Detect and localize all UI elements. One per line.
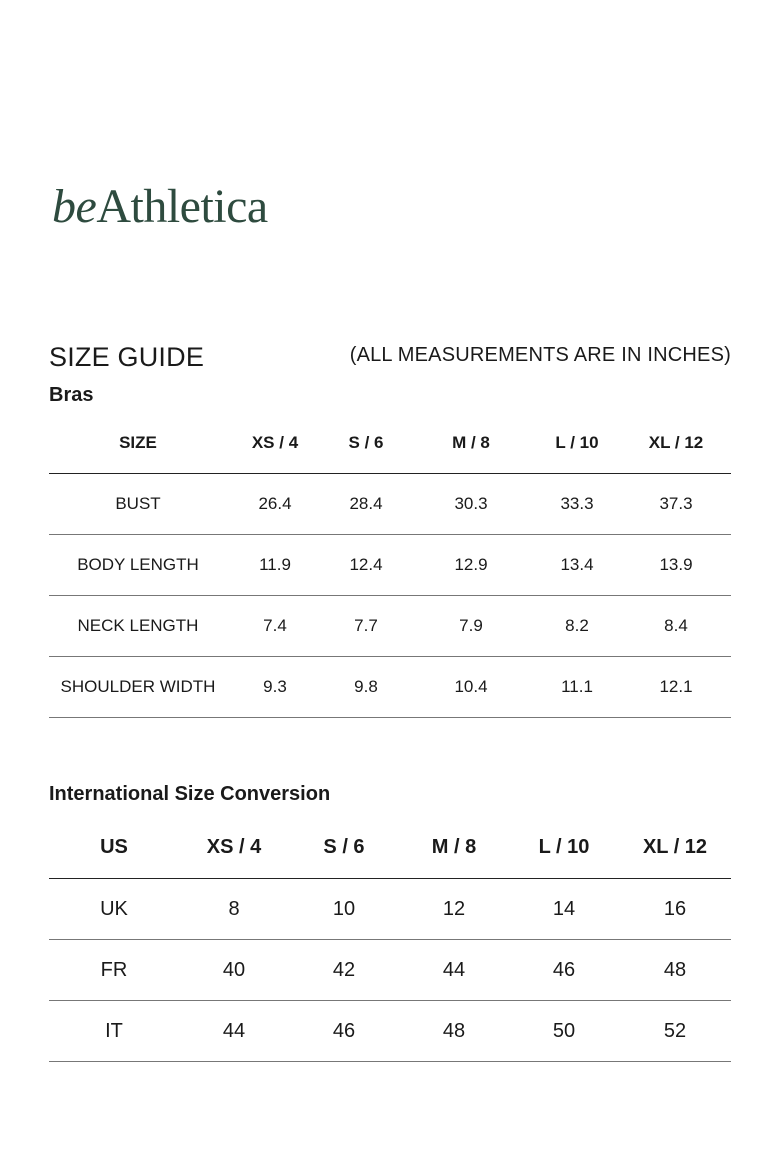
table-cell: 33.3 (533, 473, 621, 535)
table-cell: 48 (619, 939, 731, 1001)
row-label: NECK LENGTH (49, 595, 227, 657)
table-cell: 14 (509, 878, 619, 940)
table-cell: 9.3 (227, 656, 323, 718)
row-label: UK (49, 878, 179, 940)
row-label: BUST (49, 473, 227, 535)
table-cell: 50 (509, 1000, 619, 1062)
table-cell: 12.4 (323, 534, 409, 596)
column-header: SIZE (49, 413, 227, 474)
table-cell: 37.3 (621, 473, 731, 535)
bras-size-table: SIZE XS / 4 S / 6 M / 8 L / 10 XL / 12 B… (49, 413, 731, 718)
table-cell: 7.7 (323, 595, 409, 657)
table-cell: 46 (289, 1000, 399, 1062)
units-note: (ALL MEASUREMENTS ARE IN INCHES) (349, 344, 731, 366)
table-cell: 12.9 (409, 534, 533, 596)
column-header: US (49, 816, 179, 879)
table-header-row: SIZE XS / 4 S / 6 M / 8 L / 10 XL / 12 (49, 413, 731, 474)
table-cell: 40 (179, 939, 289, 1001)
column-header: L / 10 (533, 413, 621, 474)
table-cell: 44 (399, 939, 509, 1001)
table-cell: 46 (509, 939, 619, 1001)
bras-section-title: Bras (49, 384, 94, 406)
table-row: FR 40 42 44 46 48 (49, 939, 731, 1001)
column-header: M / 8 (399, 816, 509, 879)
column-header: L / 10 (509, 816, 619, 879)
table-cell: 44 (179, 1000, 289, 1062)
table-cell: 11.9 (227, 534, 323, 596)
table-row: IT 44 46 48 50 52 (49, 1000, 731, 1062)
size-conversion-table: US XS / 4 S / 6 M / 8 L / 10 XL / 12 UK … (49, 816, 731, 1062)
column-header: XL / 12 (619, 816, 731, 879)
row-label: FR (49, 939, 179, 1001)
table-row: NECK LENGTH 7.4 7.7 7.9 8.2 8.4 (49, 595, 731, 657)
table-cell: 10 (289, 878, 399, 940)
table-cell: 13.9 (621, 534, 731, 596)
table-cell: 12.1 (621, 656, 731, 718)
table-row: BODY LENGTH 11.9 12.4 12.9 13.4 13.9 (49, 534, 731, 596)
table-row: UK 8 10 12 14 16 (49, 878, 731, 940)
column-header: XS / 4 (227, 413, 323, 474)
brand-prefix: be (52, 180, 97, 233)
table-row: BUST 26.4 28.4 30.3 33.3 37.3 (49, 473, 731, 535)
table-cell: 12 (399, 878, 509, 940)
table-cell: 8.2 (533, 595, 621, 657)
column-header: M / 8 (409, 413, 533, 474)
table-cell: 28.4 (323, 473, 409, 535)
table-cell: 8.4 (621, 595, 731, 657)
table-header-row: US XS / 4 S / 6 M / 8 L / 10 XL / 12 (49, 816, 731, 879)
table-cell: 11.1 (533, 656, 621, 718)
row-label: SHOULDER WIDTH (49, 656, 227, 718)
column-header: XL / 12 (621, 413, 731, 474)
column-header: S / 6 (289, 816, 399, 879)
table-cell: 7.4 (227, 595, 323, 657)
row-label: BODY LENGTH (49, 534, 227, 596)
table-row: SHOULDER WIDTH 9.3 9.8 10.4 11.1 12.1 (49, 656, 731, 718)
conversion-section-title: International Size Conversion (49, 783, 331, 805)
table-cell: 9.8 (323, 656, 409, 718)
row-label: IT (49, 1000, 179, 1062)
table-cell: 30.3 (409, 473, 533, 535)
table-cell: 8 (179, 878, 289, 940)
table-cell: 26.4 (227, 473, 323, 535)
page-title: SIZE GUIDE (49, 342, 205, 372)
brand-logo: beAthletica (52, 183, 268, 231)
table-cell: 42 (289, 939, 399, 1001)
table-cell: 7.9 (409, 595, 533, 657)
table-cell: 48 (399, 1000, 509, 1062)
brand-name: Athletica (96, 180, 268, 233)
table-cell: 52 (619, 1000, 731, 1062)
table-cell: 13.4 (533, 534, 621, 596)
table-cell: 16 (619, 878, 731, 940)
column-header: S / 6 (323, 413, 409, 474)
table-cell: 10.4 (409, 656, 533, 718)
column-header: XS / 4 (179, 816, 289, 879)
